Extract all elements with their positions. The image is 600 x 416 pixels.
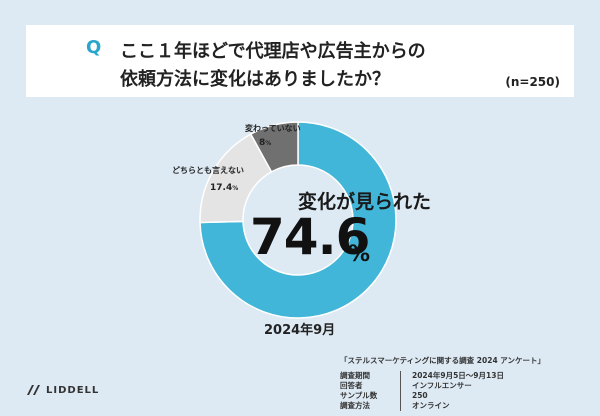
question-box: Q ここ１年ほどで代理店や広告主からの 依頼方法に変化はありましたか？ (n=2… (26, 25, 574, 97)
survey-key: 調査期間 (340, 371, 370, 380)
survey-title: 「ステルスマーケティングに関する調査 2024 アンケート」 (340, 356, 545, 365)
survey-period: 2024年9月 (264, 323, 336, 338)
survey-separator (400, 381, 412, 391)
survey-key: サンプル数 (340, 391, 378, 400)
survey-row: サンプル数 250 (340, 391, 590, 401)
slice-changed (199, 121, 397, 319)
value-neutral: 17.4% (210, 183, 238, 193)
survey-row: 調査方法 オンライン (340, 401, 590, 411)
value-no-change: 8% (259, 138, 271, 148)
survey-row: 回答者 インフルエンサー (340, 381, 590, 391)
slice-no-change (249, 121, 299, 173)
question-line-2: 依頼方法に変化はありましたか？ (120, 69, 390, 90)
survey-separator (400, 371, 412, 381)
survey-row: 調査期間 2024年9月5日～9月13日 (340, 371, 590, 381)
survey-key: 回答者 (340, 381, 363, 390)
survey-info: 「ステルスマーケティングに関する調査 2024 アンケート」 調査期間 2024… (340, 355, 590, 411)
sample-size: (n=250) (505, 75, 560, 89)
survey-value: 2024年9月5日～9月13日 (412, 371, 504, 380)
survey-value: オンライン (412, 401, 450, 410)
question-line-1: ここ１年ほどで代理店や広告主からの (120, 41, 426, 62)
survey-value: 250 (412, 391, 428, 400)
callout-label: 変化が見られた (298, 191, 432, 213)
question-mark: Q (86, 37, 102, 58)
label-no-change: 変わっていない (245, 123, 301, 133)
brand-logo: LIDDELL (26, 381, 99, 399)
callout-unit: % (348, 242, 371, 267)
survey-separator (400, 401, 412, 411)
brand-name: LIDDELL (46, 384, 100, 396)
survey-value: インフルエンサー (412, 381, 472, 390)
survey-key: 調査方法 (340, 401, 370, 410)
callout-value: 74.6 (250, 208, 370, 266)
survey-separator (400, 391, 412, 401)
label-neutral: どちらとも言えない (172, 165, 244, 175)
liddell-logo-icon (27, 385, 40, 395)
